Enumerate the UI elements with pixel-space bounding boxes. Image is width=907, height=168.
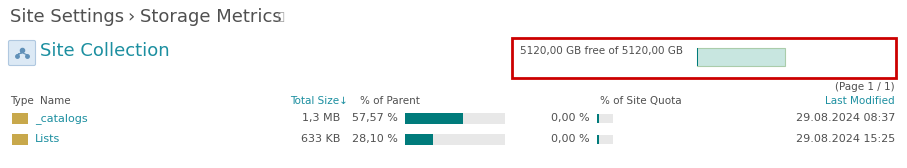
Text: 28,10 %: 28,10 %: [352, 134, 398, 144]
Text: ›: ›: [127, 8, 134, 26]
Text: Total Size↓: Total Size↓: [290, 96, 348, 106]
Bar: [597, 135, 599, 144]
Bar: [405, 113, 505, 124]
Text: 0,00 %: 0,00 %: [551, 113, 590, 123]
Bar: [512, 38, 896, 78]
Bar: [405, 134, 505, 145]
Bar: [697, 48, 785, 66]
Text: 57,57 %: 57,57 %: [352, 113, 398, 123]
Text: _catalogs: _catalogs: [35, 113, 88, 124]
FancyBboxPatch shape: [8, 40, 35, 66]
Text: (Page 1 / 1): (Page 1 / 1): [835, 82, 895, 92]
Text: Name: Name: [40, 96, 71, 106]
Bar: [405, 113, 463, 124]
Text: 633 KB: 633 KB: [300, 134, 340, 144]
Text: % of Site Quota: % of Site Quota: [600, 96, 682, 106]
Bar: [12, 134, 28, 145]
Text: Site Settings: Site Settings: [10, 8, 124, 26]
Text: 5120,00 GB free of 5120,00 GB: 5120,00 GB free of 5120,00 GB: [520, 46, 683, 56]
Text: Storage Metrics: Storage Metrics: [140, 8, 282, 26]
Bar: [597, 135, 613, 144]
Bar: [405, 134, 434, 145]
Bar: [597, 114, 613, 123]
Text: Type: Type: [10, 96, 34, 106]
Text: Last Modified: Last Modified: [825, 96, 895, 106]
Text: 1,3 MB: 1,3 MB: [302, 113, 340, 123]
Bar: [12, 113, 28, 124]
Text: 29.08.2024 08:37: 29.08.2024 08:37: [795, 113, 895, 123]
Text: % of Parent: % of Parent: [360, 96, 420, 106]
Text: ⓘ: ⓘ: [278, 12, 285, 22]
Text: Site Collection: Site Collection: [40, 42, 170, 60]
Text: Lists: Lists: [35, 134, 60, 144]
Bar: [597, 114, 599, 123]
Bar: [697, 48, 698, 66]
Text: 0,00 %: 0,00 %: [551, 134, 590, 144]
Text: 29.08.2024 15:25: 29.08.2024 15:25: [795, 134, 895, 144]
